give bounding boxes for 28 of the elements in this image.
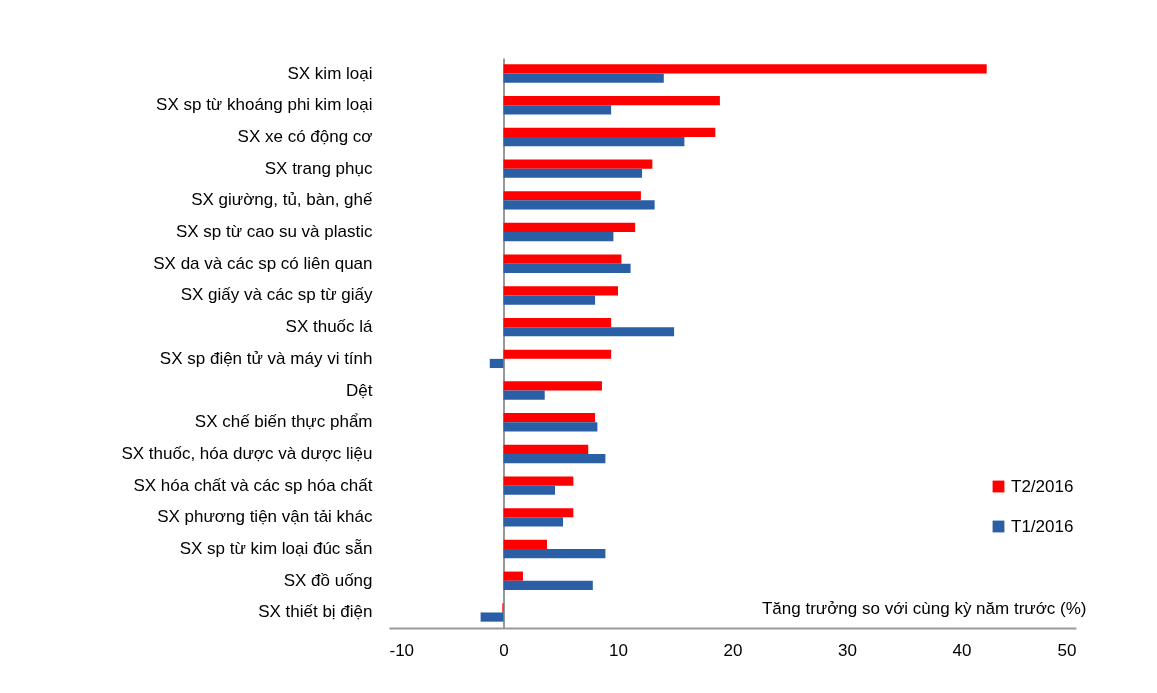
y-tick-label: SX da và các sp có liên quan: [153, 253, 373, 273]
legend-label: T2/2016: [1011, 476, 1074, 496]
y-tick-label: SX sp điện tử và máy vi tính: [159, 348, 373, 368]
x-tick-label: 10: [609, 640, 628, 660]
y-tick-label: SX thiết bị điện: [258, 602, 373, 622]
y-tick-label: SX kim loại: [287, 63, 373, 83]
y-tick-label: SX xe có động cơ: [237, 126, 373, 146]
x-tick-label: -10: [389, 640, 415, 660]
y-tick-label: SX đồ uống: [283, 570, 373, 590]
y-tick-label: SX trang phục: [264, 158, 373, 178]
x-tick-label: 0: [499, 640, 509, 660]
y-tick-label: SX thuốc, hóa dược và dược liệu: [121, 443, 373, 463]
y-tick-label: SX chế biến thực phẩm: [194, 412, 373, 432]
x-tick-label: 20: [723, 640, 743, 660]
y-tick-label: SX thuốc lá: [285, 317, 374, 337]
y-tick-label: SX phương tiện vận tải khác: [157, 507, 373, 527]
y-tick-label: SX hóa chất và các sp hóa chất: [133, 475, 373, 495]
x-axis-title: Tăng trưởng so với cùng kỳ năm trước (%): [761, 598, 1087, 618]
x-tick-label: 40: [952, 640, 972, 660]
y-tick-label: SX giường, tủ, bàn, ghế: [191, 190, 374, 210]
y-tick-label: SX sp từ khoáng phi kim loại: [156, 95, 373, 115]
y-tick-label: SX sp từ kim loại đúc sẵn: [179, 539, 373, 559]
x-tick-label: 30: [838, 640, 857, 660]
y-tick-label: SX giấy và các sp từ giấy: [180, 285, 373, 305]
y-tick-label: Dệt: [346, 380, 373, 400]
x-tick-label: 50: [1057, 640, 1077, 660]
legend-label: T1/2016: [1011, 516, 1074, 536]
y-tick-label: SX sp từ cao su và plastic: [175, 222, 373, 242]
